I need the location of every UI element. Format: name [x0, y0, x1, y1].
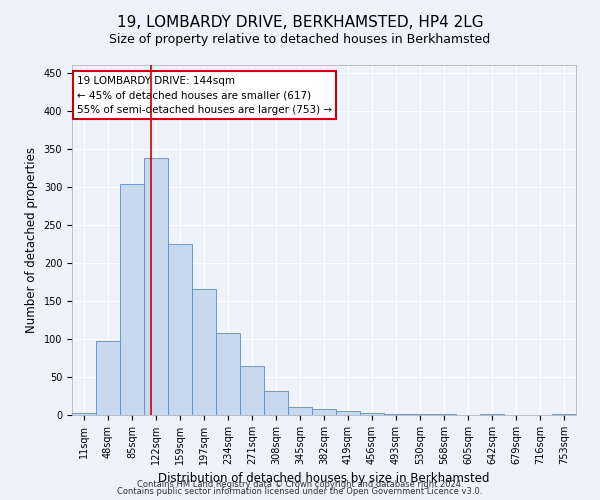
Bar: [408, 414, 432, 415]
Bar: [312, 409, 336, 415]
Text: Contains HM Land Registry data © Crown copyright and database right 2024.: Contains HM Land Registry data © Crown c…: [137, 480, 463, 489]
Bar: [432, 414, 456, 415]
Bar: [120, 184, 144, 415]
Text: Size of property relative to detached houses in Berkhamsted: Size of property relative to detached ho…: [109, 32, 491, 46]
Bar: [336, 411, 360, 415]
Bar: [240, 366, 264, 415]
Bar: [168, 244, 192, 415]
Bar: [552, 414, 576, 415]
Bar: [216, 333, 240, 415]
Bar: [288, 408, 312, 415]
Text: 19, LOMBARDY DRIVE, BERKHAMSTED, HP4 2LG: 19, LOMBARDY DRIVE, BERKHAMSTED, HP4 2LG: [116, 15, 484, 30]
Bar: [96, 341, 120, 415]
Bar: [384, 414, 408, 415]
Bar: [192, 290, 216, 415]
Bar: [72, 412, 96, 415]
Bar: [144, 158, 168, 415]
X-axis label: Distribution of detached houses by size in Berkhamsted: Distribution of detached houses by size …: [158, 472, 490, 486]
Bar: [480, 414, 504, 415]
Y-axis label: Number of detached properties: Number of detached properties: [25, 147, 38, 333]
Text: Contains public sector information licensed under the Open Government Licence v3: Contains public sector information licen…: [118, 487, 482, 496]
Bar: [264, 390, 288, 415]
Text: 19 LOMBARDY DRIVE: 144sqm
← 45% of detached houses are smaller (617)
55% of semi: 19 LOMBARDY DRIVE: 144sqm ← 45% of detac…: [77, 76, 332, 115]
Bar: [360, 414, 384, 415]
